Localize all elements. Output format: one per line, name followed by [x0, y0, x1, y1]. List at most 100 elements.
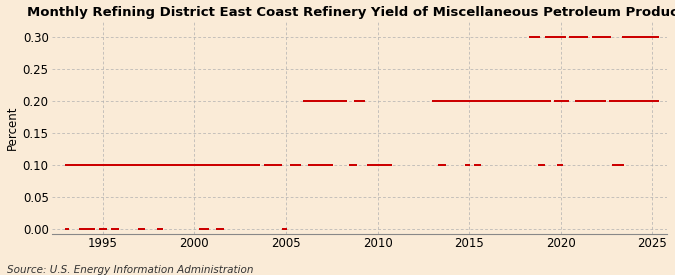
Point [651, 35, 662, 39]
Point [447, 99, 458, 103]
Point [543, 35, 554, 39]
Point [136, 163, 146, 167]
Point [556, 35, 566, 39]
Point [84, 227, 95, 232]
Point [535, 99, 546, 103]
Point [253, 163, 264, 167]
Point [529, 99, 540, 103]
Point [595, 99, 606, 103]
Point [313, 99, 323, 103]
Point [614, 99, 624, 103]
Point [649, 35, 659, 39]
Point [244, 163, 254, 167]
Point [189, 163, 200, 167]
Point [637, 99, 647, 103]
Point [366, 163, 377, 167]
Point [322, 163, 333, 167]
Point [460, 163, 471, 167]
Point [628, 35, 639, 39]
Point [528, 35, 539, 39]
Point [475, 163, 485, 167]
Point [149, 163, 160, 167]
Point [111, 227, 122, 232]
Point [138, 227, 149, 232]
Point [560, 35, 571, 39]
Point [622, 35, 633, 39]
Point [621, 99, 632, 103]
Point [380, 163, 391, 167]
Point [269, 163, 279, 167]
Point [86, 227, 97, 232]
Point [436, 163, 447, 167]
Point [529, 35, 540, 39]
Title: Monthly Refining District East Coast Refinery Yield of Miscellaneous Petroleum P: Monthly Refining District East Coast Ref… [27, 6, 675, 18]
Point [79, 227, 90, 232]
Point [589, 35, 600, 39]
Point [113, 227, 124, 232]
Point [570, 35, 581, 39]
Point [224, 163, 235, 167]
Point [200, 163, 211, 167]
Point [314, 163, 325, 167]
Point [493, 99, 504, 103]
Point [569, 35, 580, 39]
Point [542, 35, 553, 39]
Point [230, 163, 241, 167]
Point [90, 163, 101, 167]
Point [325, 163, 335, 167]
Point [464, 99, 475, 103]
Point [452, 99, 462, 103]
Point [275, 163, 286, 167]
Point [455, 99, 466, 103]
Point [462, 99, 473, 103]
Point [371, 163, 381, 167]
Point [649, 99, 659, 103]
Point [323, 163, 334, 167]
Point [259, 163, 270, 167]
Point [320, 99, 331, 103]
Point [242, 163, 253, 167]
Point [526, 35, 537, 39]
Point [377, 163, 387, 167]
Point [427, 99, 438, 103]
Point [299, 99, 310, 103]
Point [279, 227, 290, 232]
Point [335, 99, 346, 103]
Point [293, 163, 304, 167]
Point [176, 163, 186, 167]
Point [549, 99, 560, 103]
Point [202, 163, 213, 167]
Point [352, 99, 363, 103]
Point [634, 99, 645, 103]
Point [633, 35, 644, 39]
Point [117, 163, 128, 167]
Point [618, 35, 629, 39]
Point [78, 227, 88, 232]
Point [101, 227, 111, 232]
Point [235, 163, 246, 167]
Point [491, 99, 502, 103]
Point [444, 99, 455, 103]
Point [627, 99, 638, 103]
Point [566, 35, 577, 39]
Point [319, 99, 329, 103]
Point [372, 163, 383, 167]
Point [554, 163, 564, 167]
Point [304, 163, 315, 167]
Point [178, 163, 189, 167]
Point [113, 163, 124, 167]
Point [620, 35, 630, 39]
Point [574, 35, 585, 39]
Point [537, 163, 548, 167]
Point [575, 35, 586, 39]
Point [510, 99, 520, 103]
Point [650, 35, 661, 39]
Point [337, 99, 348, 103]
Point [578, 35, 589, 39]
Point [144, 163, 155, 167]
Point [577, 35, 588, 39]
Point [351, 99, 362, 103]
Point [609, 163, 620, 167]
Point [539, 99, 549, 103]
Point [76, 227, 87, 232]
